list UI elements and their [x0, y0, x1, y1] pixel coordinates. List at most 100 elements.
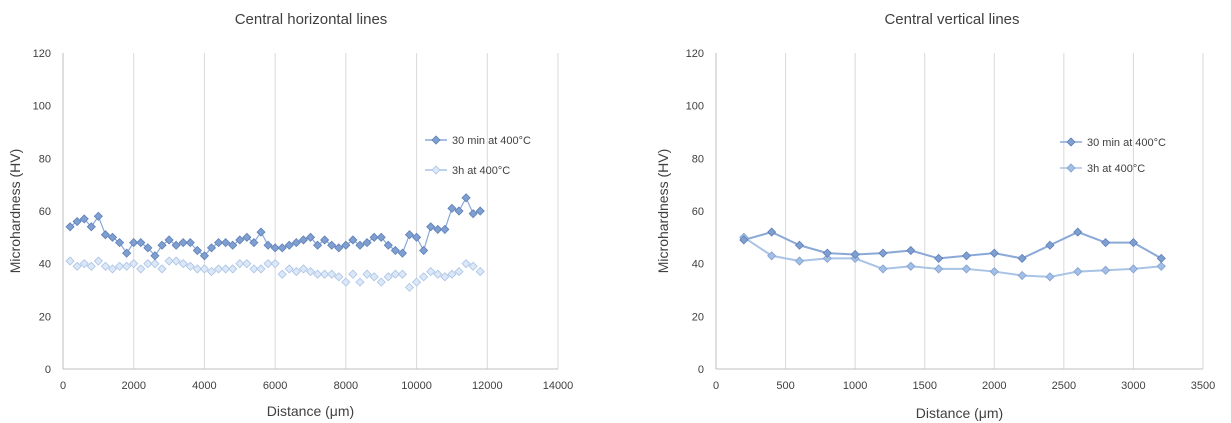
data-point — [107, 232, 118, 242]
data-point — [906, 245, 916, 256]
data-point — [143, 259, 153, 269]
data-point — [86, 261, 96, 271]
x-tick-label: 8000 — [334, 380, 358, 392]
data-point — [249, 264, 259, 274]
legend-marker — [1066, 163, 1076, 173]
data-point — [313, 269, 323, 279]
data-point — [468, 209, 478, 219]
data-point — [461, 193, 471, 203]
data-point — [1128, 264, 1138, 274]
data-point — [150, 251, 160, 261]
y-axis-label: Microhardness (HV) — [7, 149, 23, 273]
data-point — [390, 245, 400, 256]
data-point — [235, 259, 245, 269]
data-point — [72, 216, 82, 227]
data-point — [171, 240, 181, 250]
data-point — [291, 267, 301, 277]
data-point — [468, 261, 478, 271]
data-point — [419, 245, 429, 256]
data-point — [157, 264, 167, 274]
data-point — [397, 248, 407, 258]
data-point — [313, 240, 323, 250]
x-axis-label: Distance (μm) — [267, 403, 354, 419]
data-point — [256, 264, 266, 274]
data-point — [440, 224, 450, 234]
data-point — [185, 238, 195, 248]
data-point — [412, 277, 422, 287]
data-point — [320, 235, 330, 245]
data-point — [270, 243, 280, 253]
data-point — [475, 267, 485, 277]
x-tick-label: 0 — [60, 380, 66, 392]
data-point — [447, 269, 457, 279]
data-point — [934, 264, 944, 274]
data-point — [291, 238, 301, 248]
x-tick-label: 2000 — [121, 380, 145, 392]
data-point — [767, 251, 777, 261]
data-point — [767, 227, 777, 237]
data-point — [1101, 238, 1111, 248]
data-point — [1156, 253, 1166, 263]
data-point — [794, 256, 805, 266]
data-point — [199, 264, 209, 274]
data-point — [157, 240, 167, 250]
legend-marker — [1066, 137, 1076, 147]
data-point — [376, 232, 386, 242]
data-point — [739, 235, 749, 245]
data-point — [320, 269, 330, 279]
data-point — [348, 269, 358, 279]
data-point — [1045, 272, 1055, 282]
data-point — [150, 259, 160, 269]
data-point — [100, 261, 110, 271]
data-point — [1101, 265, 1111, 275]
data-point — [341, 240, 351, 250]
data-point — [228, 264, 238, 274]
data-point — [433, 269, 443, 279]
data-point — [376, 277, 386, 287]
data-point — [221, 238, 231, 248]
data-point — [989, 248, 999, 258]
data-point — [178, 259, 188, 269]
y-tick-label: 100 — [686, 101, 704, 113]
data-point — [461, 259, 471, 269]
data-point — [122, 261, 132, 271]
x-axis-label: Distance (μm) — [916, 405, 1003, 421]
x-tick-label: 4000 — [192, 380, 216, 392]
data-point — [341, 277, 351, 287]
data-point — [383, 240, 393, 250]
data-point — [369, 272, 379, 282]
data-point — [115, 238, 125, 248]
y-tick-label: 120 — [686, 48, 704, 60]
data-point — [277, 243, 287, 253]
data-point — [961, 251, 972, 261]
y-tick-label: 120 — [33, 48, 51, 60]
series-line — [743, 236, 1162, 278]
legend-label: 30 min at 400°C — [1087, 137, 1166, 149]
data-point — [362, 269, 372, 279]
data-point — [242, 232, 252, 242]
x-tick-label: 14000 — [543, 380, 574, 392]
data-point — [235, 235, 245, 245]
x-tick-label: 3500 — [1191, 380, 1215, 392]
data-point — [192, 264, 202, 274]
x-tick-label: 500 — [776, 380, 794, 392]
data-point — [822, 248, 832, 258]
data-point — [362, 238, 372, 248]
y-tick-label: 80 — [39, 153, 51, 165]
data-point — [129, 238, 139, 248]
data-point — [256, 227, 266, 237]
data-point — [794, 240, 805, 250]
chart-title: Central horizontal lines — [235, 11, 388, 28]
x-tick-label: 1500 — [912, 380, 936, 392]
y-tick-label: 0 — [698, 364, 704, 376]
data-point — [72, 261, 82, 271]
data-point — [93, 256, 103, 266]
data-point — [355, 277, 365, 287]
data-point — [206, 267, 217, 277]
data-point — [100, 230, 110, 240]
data-point — [906, 261, 916, 271]
data-point — [989, 267, 999, 277]
data-point — [171, 256, 181, 266]
data-point — [383, 272, 393, 282]
